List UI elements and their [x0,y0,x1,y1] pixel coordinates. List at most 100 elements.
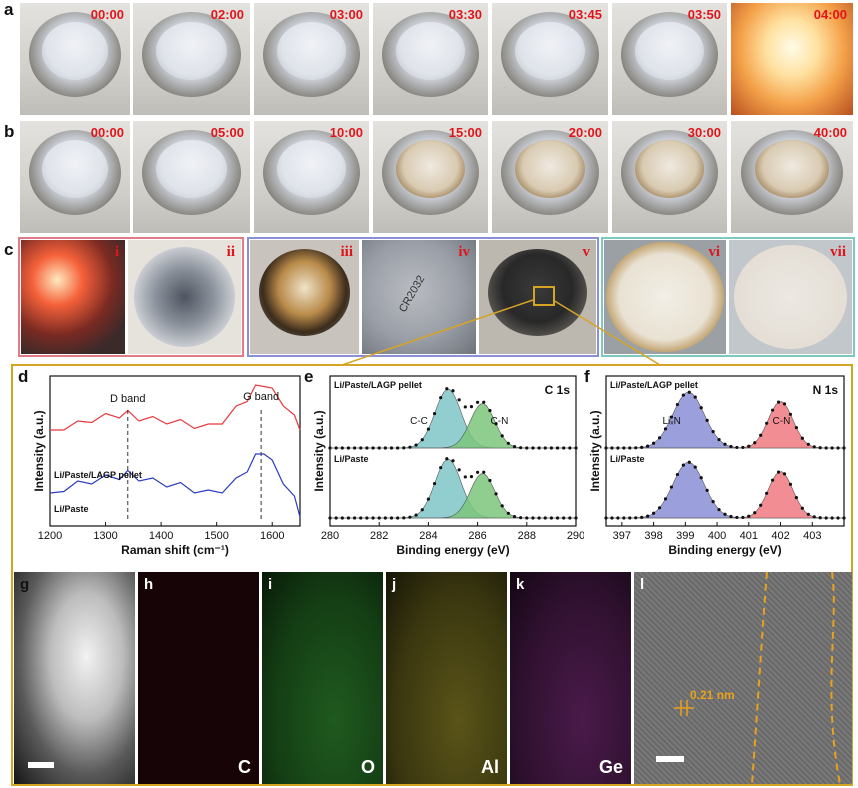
data-point [652,511,656,515]
data-point [420,508,424,512]
data-point [414,513,418,517]
data-point [699,406,703,410]
scale-bar [28,762,54,768]
y-axis-label: Intensity (a.u.) [588,410,602,491]
x-tick-label: 398 [644,530,662,542]
data-point [830,446,834,450]
timestamp: 15:00 [448,125,482,140]
data-point [568,446,572,450]
data-point [402,516,406,520]
x-tick-label: 284 [419,530,437,542]
photo-c-ii: ii [128,240,241,354]
data-point [753,511,757,515]
data-point [729,444,733,449]
data-point [340,516,344,520]
peak-fill [606,391,844,449]
data-point [604,446,608,450]
data-point [663,497,668,501]
photo-a-4: 03:45 [492,3,608,115]
data-point [788,482,793,486]
data-point [741,515,745,520]
data-point [657,506,662,510]
data-point [340,446,344,450]
data-point [469,405,474,409]
data-point [616,446,620,450]
data-point [634,516,638,520]
x-tick-label: 402 [771,530,789,542]
data-point [634,446,638,450]
data-point [365,446,369,450]
chart-f: f 397 398 399 400 401 402 403 Binding energy (eV… [584,368,846,557]
annotation: G band [243,391,279,403]
data-point [500,434,504,438]
data-point [525,516,529,520]
data-point [396,446,400,450]
panel-label: d [18,368,28,386]
data-point [747,444,751,448]
series-line [49,453,301,518]
data-point [359,516,363,520]
data-point [353,516,357,520]
plot-frame [49,375,301,527]
data-point [717,437,721,442]
data-point [681,393,685,397]
data-point [824,446,828,450]
data-point [537,446,541,450]
series-label: Li/Paste [54,504,89,514]
data-point [519,516,523,520]
plot-frame [329,375,577,527]
photo-b-2: 10:00 [254,121,369,233]
data-point [669,415,674,419]
data-point [711,430,715,434]
photo-b-4: 20:00 [492,121,608,233]
data-point [800,436,804,440]
data-point [824,516,828,520]
data-point [383,516,387,520]
data-point [711,500,715,504]
data-point [365,516,369,520]
timestamp: 10:00 [329,125,363,140]
data-point [451,459,455,463]
data-point [543,446,547,450]
data-point [555,446,560,450]
timestamp: 03:30 [448,7,482,22]
data-point [494,422,498,426]
data-point [445,387,449,391]
photo-a-3: 03:30 [373,3,488,115]
lattice-label: 0.21 nm [690,688,735,702]
data-point [729,514,733,519]
data-point [353,446,357,450]
data-point [568,516,572,520]
data-point [512,444,517,449]
data-point [549,516,553,520]
x-tick-label: 288 [518,530,536,542]
data-point [675,472,679,477]
data-point [806,442,810,446]
peak-label: C-C [410,416,428,427]
data-point [687,460,691,464]
peak-label: C-N [491,416,509,427]
micro-j: j Al [386,572,507,784]
data-point [488,478,492,483]
x-tick-label: 1500 [204,530,228,542]
data-point [476,470,480,474]
peak-fill [606,401,844,449]
data-point [494,492,498,496]
photo-c-i: i [21,240,125,354]
data-point [488,408,492,413]
data-point [657,436,662,440]
frame-vi-vii [601,237,855,357]
data-point [663,427,668,431]
data-point [457,468,461,472]
data-point [699,476,703,480]
data-point [604,516,608,520]
series-label: Li/Paste/LAGP pellet [334,380,422,390]
data-point [836,446,840,450]
data-point [408,445,412,449]
data-point [818,516,822,520]
data-point [512,514,517,519]
x-tick-label: 280 [321,530,339,542]
data-point [669,485,674,489]
data-point [531,446,535,450]
